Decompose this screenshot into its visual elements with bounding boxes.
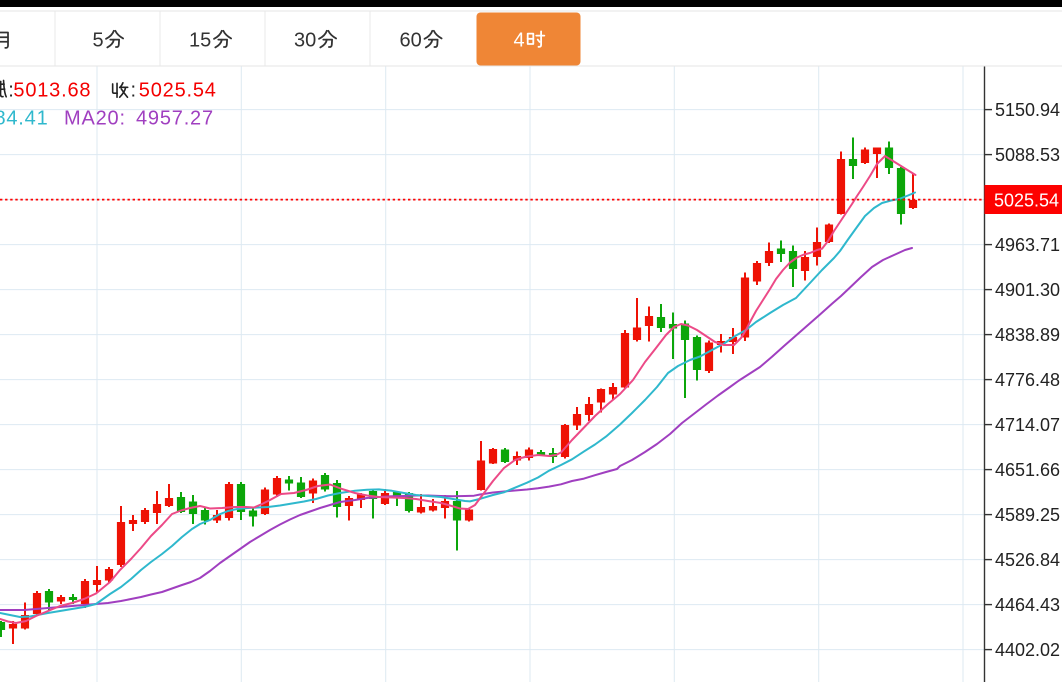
svg-text:5: 5 — [93, 30, 104, 52]
svg-text:15: 15 — [189, 30, 211, 52]
svg-text:5025.54: 5025.54 — [994, 191, 1059, 211]
svg-text::: : — [8, 80, 14, 102]
svg-text:4838.89: 4838.89 — [995, 325, 1060, 345]
svg-text:4402.02: 4402.02 — [995, 640, 1060, 660]
svg-text:30: 30 — [294, 30, 316, 52]
svg-text:5025.54: 5025.54 — [139, 80, 217, 102]
svg-text:4963.71: 4963.71 — [995, 235, 1060, 255]
svg-text:4984.41: 4984.41 — [0, 108, 49, 130]
svg-text:60: 60 — [400, 30, 422, 52]
svg-text:4526.84: 4526.84 — [995, 550, 1060, 570]
svg-text:4651.66: 4651.66 — [995, 460, 1060, 480]
svg-text:5088.53: 5088.53 — [995, 145, 1060, 165]
svg-text:4714.07: 4714.07 — [995, 415, 1060, 435]
svg-text:4589.25: 4589.25 — [995, 505, 1060, 525]
svg-text:4901.30: 4901.30 — [995, 280, 1060, 300]
svg-text:4: 4 — [514, 30, 525, 52]
svg-text:4464.43: 4464.43 — [995, 595, 1060, 615]
svg-text:4957.27: 4957.27 — [136, 108, 214, 130]
svg-text:5150.94: 5150.94 — [995, 100, 1060, 120]
svg-text:4776.48: 4776.48 — [995, 370, 1060, 390]
svg-text::: : — [131, 80, 137, 102]
svg-text:MA20:: MA20: — [64, 108, 126, 130]
svg-text:5013.68: 5013.68 — [13, 80, 91, 102]
